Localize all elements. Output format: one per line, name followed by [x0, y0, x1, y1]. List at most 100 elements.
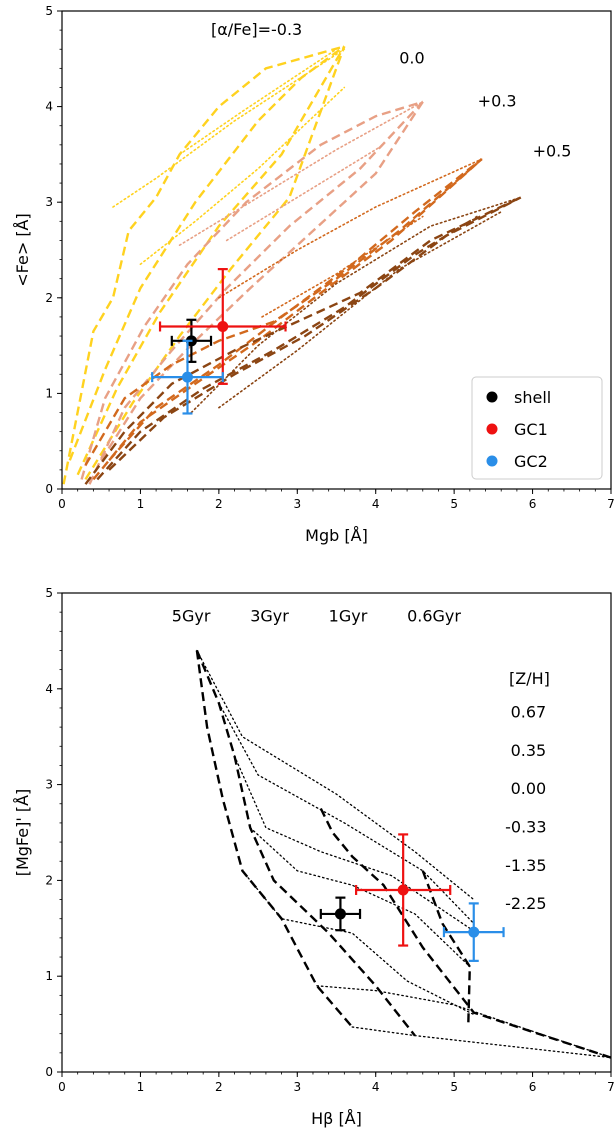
age-line	[195, 650, 416, 1037]
marker	[181, 371, 193, 383]
y-tick-label: 0	[45, 482, 53, 496]
y-tick-label: 2	[45, 291, 53, 305]
model-dashed-line	[76, 45, 346, 476]
y-tick-label: 3	[45, 778, 53, 792]
model-dotted-line	[218, 211, 502, 409]
marker	[397, 884, 409, 896]
age-line	[319, 807, 611, 1059]
metallicity-line	[196, 649, 475, 901]
metallicity-line	[316, 985, 611, 1059]
annotation: 0.0	[399, 49, 424, 68]
model-dotted-line	[178, 101, 424, 246]
legend-marker	[486, 423, 498, 435]
age-line	[195, 650, 354, 1028]
model-dashed-line	[84, 158, 483, 466]
y-tick-label: 2	[45, 873, 53, 887]
data-point-gc2	[442, 902, 505, 962]
model-dashed-line	[108, 158, 483, 462]
metallicity-line	[218, 702, 475, 925]
x-tick-label: 5	[450, 1080, 458, 1094]
y-axis-label: <Fe> [Å]	[13, 213, 32, 287]
model-dashed-line	[92, 158, 483, 481]
legend: shell GC1 GC2	[471, 376, 603, 480]
x-tick-label: 5	[450, 497, 458, 511]
chart-panel-2: 0 1 2 3 4 5 6 7 0 1 2 3 4 5 Hβ [Å] [MgFe]' [Å] 5Gyr 3Gyr 1…	[13, 586, 614, 1128]
y-tick-label: 4	[45, 100, 53, 114]
plot-frame	[61, 10, 612, 490]
model-dotted-line	[139, 86, 346, 266]
model-dashed-line	[68, 45, 346, 461]
y-tick-label: 5	[45, 4, 53, 18]
model-grid	[62, 45, 522, 485]
x-tick-label: 2	[215, 497, 223, 511]
annotation: 3Gyr	[250, 607, 289, 626]
x-tick-label: 3	[293, 1080, 301, 1094]
y-tick-label: 5	[45, 586, 53, 600]
annotation: 0.6Gyr	[407, 607, 461, 626]
legend-box	[471, 376, 603, 480]
x-tick-label: 4	[372, 497, 380, 511]
annotation: +0.3	[478, 92, 517, 111]
model-dashed-line	[80, 100, 424, 480]
annotation: +0.5	[533, 141, 572, 160]
data-point-gc1	[158, 268, 287, 385]
model-dashed-line	[88, 100, 424, 485]
model-dashed-line	[108, 196, 522, 471]
model-dotted-line	[190, 196, 522, 414]
metallicity-line	[249, 827, 471, 968]
metallicity-line	[351, 1026, 611, 1059]
annotation: 5Gyr	[172, 607, 211, 626]
x-tick-label: 4	[372, 1080, 380, 1094]
annotation: 0.00	[511, 779, 547, 798]
metallicity-line	[233, 755, 471, 929]
axes: 0 1 2 3 4 5 6 7 0 1 2 3 4 5	[45, 586, 614, 1094]
annotation: 1Gyr	[329, 607, 368, 626]
legend-marker	[486, 455, 498, 467]
annotation: 0.67	[511, 703, 547, 722]
legend-label: GC2	[514, 452, 548, 471]
model-dotted-line	[112, 48, 346, 208]
x-axis-label: Mgb [Å]	[305, 526, 368, 545]
annotation: -0.33	[505, 818, 546, 837]
data-point-gc1	[355, 833, 452, 947]
y-tick-label: 3	[45, 195, 53, 209]
marker	[334, 908, 346, 920]
metallicity-line	[241, 870, 475, 1016]
annotation: 0.35	[511, 741, 547, 760]
y-axis-label: [MgFe]' [Å]	[13, 789, 32, 877]
y-tick-label: 0	[45, 1065, 53, 1079]
axes: 0 1 2 3 4 5 6 7 0 1 2 3 4 5	[45, 4, 614, 511]
x-tick-label: 0	[58, 1080, 66, 1094]
age-line	[421, 870, 472, 1025]
model-dashed-line	[84, 196, 522, 485]
model-dashed-line	[84, 45, 346, 481]
x-tick-label: 7	[607, 497, 614, 511]
plot-frame	[61, 592, 612, 1073]
y-tick-label: 1	[45, 969, 53, 983]
annotation: [Z/H]	[509, 669, 550, 688]
data-point-shell	[319, 896, 362, 932]
x-tick-label: 2	[215, 1080, 223, 1094]
legend-marker	[486, 391, 498, 403]
x-tick-label: 6	[529, 497, 537, 511]
model-dotted-line	[218, 158, 483, 299]
data-point-gc2	[151, 339, 224, 415]
x-tick-label: 1	[137, 497, 145, 511]
x-tick-label: 6	[529, 1080, 537, 1094]
x-tick-label: 1	[137, 1080, 145, 1094]
marker	[468, 926, 480, 938]
chart-panel-1: 0 1 2 3 4 5 6 7 0 1 2 3 4 5 Mgb [Å] <Fe> [Å] [α/Fe]=-0.3…	[13, 4, 614, 545]
model-dotted-line	[178, 48, 338, 156]
annotation: [α/Fe]=-0.3	[211, 20, 302, 39]
y-tick-label: 1	[45, 386, 53, 400]
model-grid	[195, 649, 611, 1059]
legend-label: GC1	[514, 420, 548, 439]
model-dashed-line	[62, 45, 345, 485]
y-tick-label: 4	[45, 682, 53, 696]
model-dashed-line	[96, 215, 479, 481]
annotation: -2.25	[505, 894, 546, 913]
x-tick-label: 7	[607, 1080, 614, 1094]
annotation: -1.35	[505, 856, 546, 875]
legend-label: shell	[514, 388, 551, 407]
